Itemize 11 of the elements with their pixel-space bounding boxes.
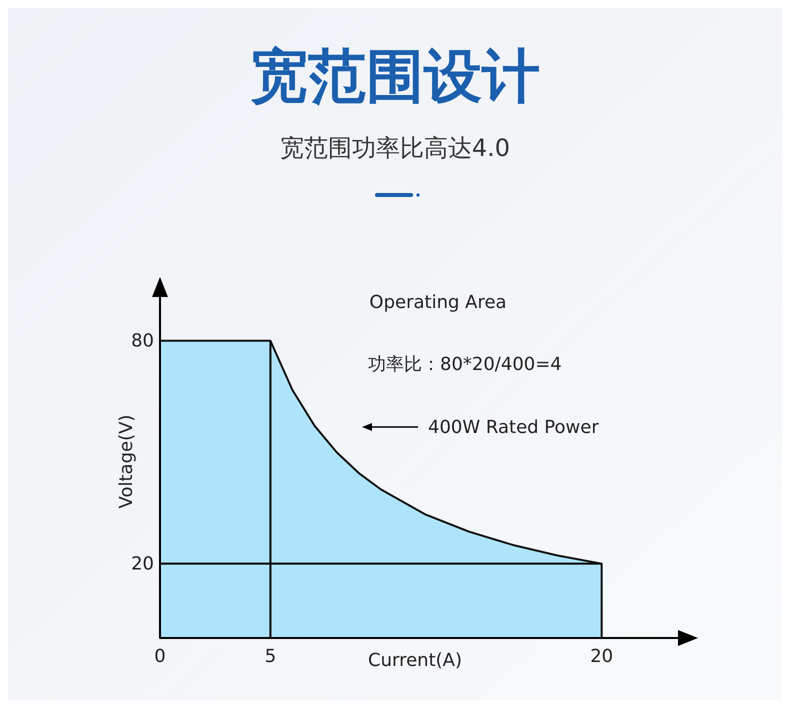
x-tick-label: 5: [264, 646, 276, 667]
x-tick-label: 20: [590, 646, 614, 667]
chart-title: 宽范围设计: [250, 42, 540, 110]
y-axis-title: Voltage(V): [116, 414, 137, 508]
x-tick-label: 0: [154, 646, 166, 667]
annotation: 功率比：80*20/400=4: [368, 354, 562, 375]
chart-subtitle: 宽范围功率比高达4.0: [280, 134, 510, 162]
annotation: Operating Area: [369, 292, 507, 313]
y-tick-label: 80: [131, 330, 154, 352]
x-axis-title: Current(A): [368, 650, 462, 671]
annotation: 400W Rated Power: [428, 417, 600, 438]
